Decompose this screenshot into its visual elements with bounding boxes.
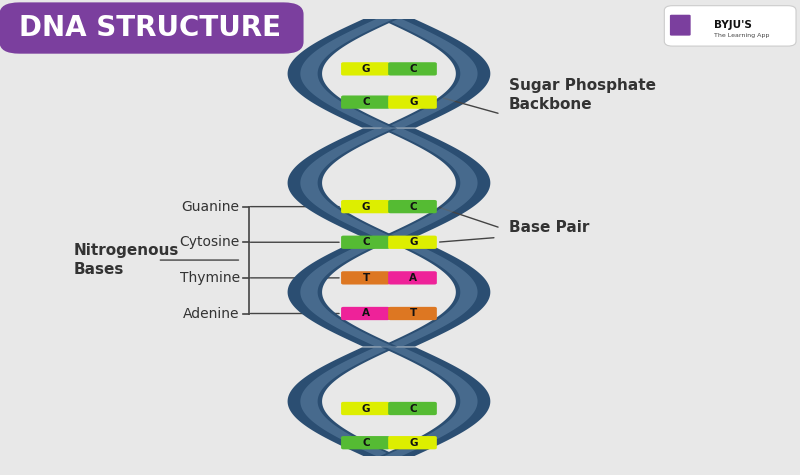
FancyBboxPatch shape <box>388 95 437 109</box>
Text: G: G <box>362 201 370 212</box>
Polygon shape <box>287 347 398 456</box>
Polygon shape <box>385 19 478 128</box>
Polygon shape <box>300 19 394 128</box>
Text: Sugar Phosphate
Backbone: Sugar Phosphate Backbone <box>509 77 656 113</box>
Polygon shape <box>380 347 490 456</box>
FancyBboxPatch shape <box>388 271 437 285</box>
FancyBboxPatch shape <box>670 15 690 36</box>
Polygon shape <box>380 19 490 128</box>
Text: BYJU'S: BYJU'S <box>714 19 752 30</box>
Polygon shape <box>300 128 393 237</box>
FancyBboxPatch shape <box>0 2 303 54</box>
Text: C: C <box>362 97 370 107</box>
Text: Adenine: Adenine <box>183 306 240 321</box>
Text: G: G <box>362 64 370 74</box>
FancyBboxPatch shape <box>341 402 390 415</box>
FancyBboxPatch shape <box>664 6 796 46</box>
Polygon shape <box>385 238 478 347</box>
FancyBboxPatch shape <box>388 200 437 213</box>
Polygon shape <box>385 128 478 237</box>
FancyBboxPatch shape <box>388 307 437 320</box>
FancyBboxPatch shape <box>341 95 390 109</box>
FancyBboxPatch shape <box>388 236 437 249</box>
FancyBboxPatch shape <box>341 307 390 320</box>
Polygon shape <box>385 347 478 456</box>
FancyBboxPatch shape <box>341 62 390 76</box>
Text: A: A <box>362 308 370 319</box>
Text: T: T <box>362 273 370 283</box>
Text: Base Pair: Base Pair <box>509 220 589 236</box>
Text: G: G <box>409 437 418 448</box>
Text: C: C <box>362 437 370 448</box>
Polygon shape <box>287 238 398 347</box>
FancyBboxPatch shape <box>341 271 390 285</box>
Text: Cytosine: Cytosine <box>179 235 240 249</box>
Text: Guanine: Guanine <box>182 200 240 214</box>
Text: C: C <box>410 64 417 74</box>
FancyBboxPatch shape <box>341 200 390 213</box>
Text: A: A <box>410 273 418 283</box>
Text: G: G <box>409 237 418 247</box>
Text: G: G <box>362 403 370 414</box>
FancyBboxPatch shape <box>388 402 437 415</box>
FancyBboxPatch shape <box>388 62 437 76</box>
Polygon shape <box>381 128 490 237</box>
Polygon shape <box>300 238 393 347</box>
Text: Thymine: Thymine <box>179 271 240 285</box>
FancyBboxPatch shape <box>341 436 390 449</box>
Polygon shape <box>287 128 398 237</box>
Text: G: G <box>409 97 418 107</box>
Text: The Learning App: The Learning App <box>714 33 769 38</box>
Polygon shape <box>381 238 490 347</box>
Text: DNA STRUCTURE: DNA STRUCTURE <box>19 14 282 41</box>
Text: C: C <box>410 403 417 414</box>
Text: Nitrogenous
Bases: Nitrogenous Bases <box>74 243 179 277</box>
Text: C: C <box>362 237 370 247</box>
Polygon shape <box>287 19 398 128</box>
Text: T: T <box>410 308 417 319</box>
FancyBboxPatch shape <box>388 436 437 449</box>
Polygon shape <box>300 347 394 456</box>
FancyBboxPatch shape <box>341 236 390 249</box>
Text: C: C <box>410 201 417 212</box>
